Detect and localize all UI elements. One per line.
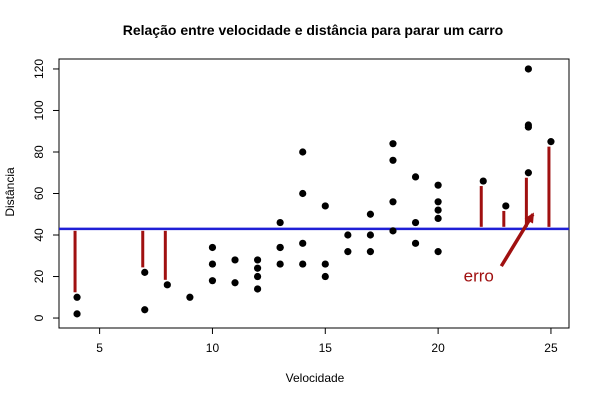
data-point (524, 65, 532, 73)
y-tick-label: 80 (32, 145, 46, 159)
annotation-arrow (499, 212, 535, 268)
x-tick-label: 15 (319, 341, 333, 355)
x-axis: 5 10 15 20 25 (96, 328, 558, 355)
data-point (502, 202, 510, 210)
data-point (479, 177, 487, 185)
data-point (344, 231, 352, 239)
y-axis: 0 20 40 60 80 100 120 (32, 59, 59, 321)
data-point (389, 227, 397, 235)
plot-border (58, 58, 570, 329)
y-tick-label: 100 (32, 100, 46, 120)
data-point (299, 189, 307, 198)
data-point (208, 260, 217, 268)
data-point (253, 272, 262, 281)
data-point (208, 243, 217, 252)
data-point (73, 293, 81, 301)
data-point (366, 210, 375, 218)
x-tick-label: 10 (206, 341, 220, 355)
plot-box (58, 58, 570, 329)
data-point (321, 272, 329, 281)
chart-title: Relação entre velocidade e distância par… (123, 22, 504, 38)
annotation-label: erro (464, 266, 494, 285)
data-point (524, 169, 532, 177)
data-point (389, 140, 397, 148)
data-point (321, 202, 329, 210)
x-axis-label: Velocidade (286, 371, 345, 385)
data-point (411, 239, 420, 247)
data-point (276, 243, 284, 252)
x-tick-label: 25 (544, 341, 558, 355)
data-point (141, 306, 149, 314)
y-tick-label: 60 (32, 187, 46, 201)
data-point (276, 218, 284, 227)
data-point (321, 260, 329, 268)
scatter-points (73, 65, 555, 318)
data-point (344, 248, 352, 256)
data-point (299, 260, 307, 268)
data-point (299, 148, 307, 156)
x-tick-label: 20 (431, 341, 445, 355)
data-point (186, 293, 194, 301)
y-tick-label: 40 (32, 228, 46, 242)
data-point (389, 156, 397, 164)
y-tick-label: 120 (32, 59, 46, 79)
data-point (141, 268, 149, 276)
annotation-group: erro (464, 212, 535, 285)
data-point (253, 264, 262, 272)
data-point (411, 173, 420, 181)
data-point (366, 248, 375, 256)
x-tick-label: 5 (96, 341, 103, 355)
data-point (208, 277, 217, 285)
data-point (524, 121, 532, 129)
data-point (73, 310, 81, 318)
residual-lines (73, 146, 551, 293)
data-point (163, 281, 171, 289)
data-point (434, 206, 442, 214)
data-point (389, 198, 397, 206)
data-point (253, 285, 262, 293)
y-axis-label: Distância (3, 167, 17, 217)
y-tick-label: 20 (32, 270, 46, 284)
data-point (299, 239, 307, 247)
data-point (231, 256, 239, 264)
data-point (434, 214, 442, 223)
y-tick-label: 0 (32, 314, 46, 321)
data-point (434, 181, 442, 189)
data-point (276, 260, 284, 268)
data-point (231, 279, 239, 287)
data-point (547, 138, 555, 146)
data-point (411, 218, 420, 227)
data-point (366, 231, 375, 239)
data-point (253, 256, 262, 264)
data-point (434, 248, 442, 256)
data-point (434, 198, 442, 206)
